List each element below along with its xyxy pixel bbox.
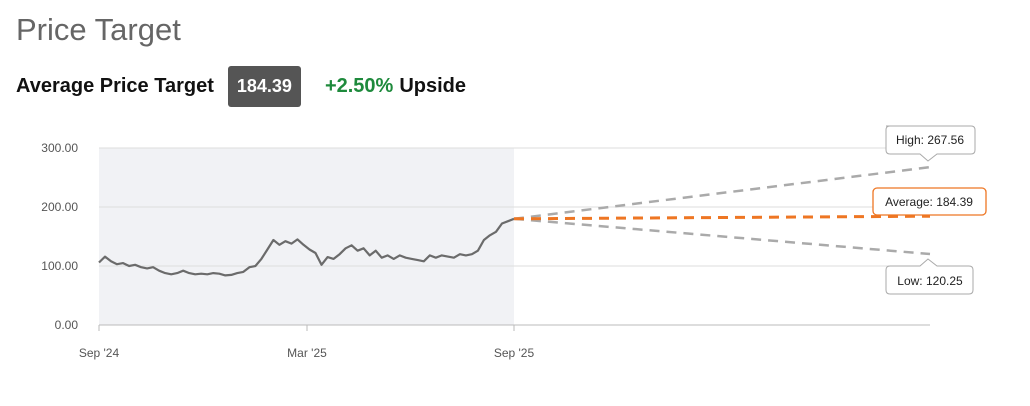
high-target-tooltip: High: 267.56 [885,125,976,162]
price-history-line [98,217,515,277]
average-target-line [513,214,931,221]
page-title: Price Target [16,12,181,47]
low-tooltip-box [885,258,974,295]
average-target-tooltip: Average: 184.39 [872,187,987,216]
y-tick-label: 0.00 [55,318,79,332]
average-tooltip-box [872,187,987,216]
y-axis: 300.00 200.00 100.00 0.00 [41,141,78,332]
upside-percent: +2.50% [324,75,394,97]
x-axis: Sep '24 Mar '25 Sep '25 [79,325,535,360]
y-tick-label: 300.00 [41,141,78,155]
low-target-tooltip: Low: 120.25 [885,258,974,295]
x-tick-label: Mar '25 [287,346,327,360]
y-tick-label: 200.00 [41,200,78,214]
low-tooltip-label: Low: 120.25 [897,274,963,288]
average-price-target-badge: 184.39 [227,66,301,107]
average-tooltip-label: Average: 184.39 [885,195,973,209]
x-tick-label: Sep '24 [79,346,120,360]
high-tooltip-label: High: 267.56 [896,133,964,147]
average-price-target-label: Average Price Target [16,75,214,97]
low-target-line [513,217,931,256]
average-price-target-row: Average Price Target 184.39 +2.50% Upside [16,66,466,107]
upside-indicator: +2.50% Upside [325,75,466,98]
high-target-line [513,165,931,221]
high-tooltip-box [885,125,976,162]
x-tick-label: Sep '25 [494,346,535,360]
y-tick-label: 100.00 [41,259,78,273]
history-shading [99,148,514,325]
upside-label: Upside [399,75,467,97]
